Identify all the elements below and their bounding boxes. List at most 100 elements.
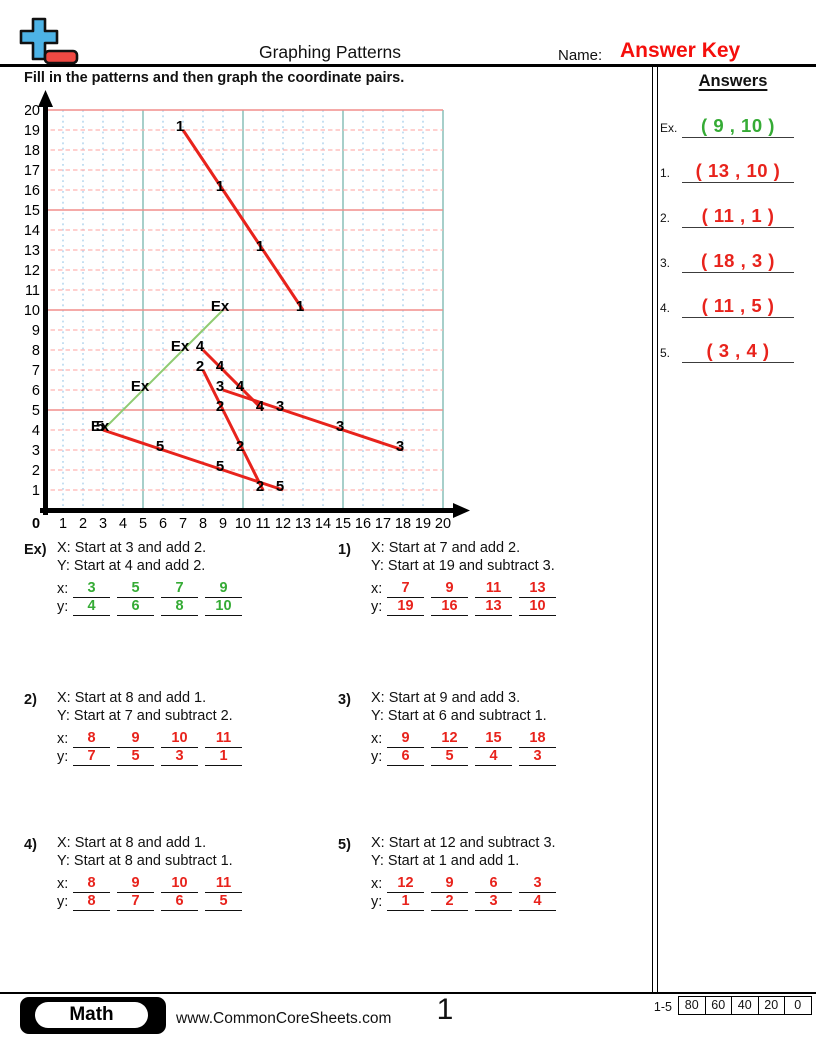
problem-y-value: 13 [475,598,512,616]
x-tick-label: 3 [99,516,107,532]
problem-x-value: 9 [117,730,154,748]
problem-body: X: Start at 12 and subtract 3. Y: Start a… [371,835,643,911]
problem-rule-x: X: Start at 7 and add 2. [371,540,521,556]
answer-item: 2. ( 11 , 1 ) [658,190,816,228]
answer-item: 3. ( 18 , 3 ) [658,235,816,273]
problem-x-value: 8 [73,875,110,893]
series-line-5 [102,428,284,492]
answer-value: ( 9 , 10 ) [701,115,775,136]
x-axis-arrow [453,503,470,518]
score-cell: 80 [684,998,699,1012]
y-tick-label: 16 [25,183,40,199]
problem-y-label: y: [57,599,69,615]
problem-x-value: 11 [475,580,512,598]
x-tick-label: 15 [335,516,351,532]
problem-rule-x: X: Start at 9 and add 3. [371,690,521,706]
problem-y-label: y: [371,894,383,910]
x-tick-label: 18 [395,516,411,532]
problem-rule-x: X: Start at 3 and add 2. [57,540,207,556]
answer-key-text: Answer Key [620,39,741,62]
problem-rule-y: Y: Start at 4 and add 2. [57,557,206,574]
problem-x-value: 6 [475,875,512,893]
problem-y-label: y: [371,749,383,765]
problem-x-label: x: [57,581,69,597]
problem-y-value: 3 [519,748,556,766]
problem-x-row: x: 8 9 10 11 [57,875,329,893]
point-label-5: 5 [156,438,164,455]
problem-y-value: 19 [387,598,424,616]
score-cell: 0 [784,997,811,1014]
problems-grid: Ex) X: Start at 3 and add 2. Y: Start at 4… [24,540,649,990]
problem-y-value: 5 [117,748,154,766]
x-tick-label: 14 [315,516,331,532]
problem-rule-y: Y: Start at 7 and subtract 2. [57,707,233,724]
score-range-label: 1-5 [653,1000,672,1014]
answers-panel: Answers Ex. ( 9 , 10 ) 1. ( 13 , 10 ) 2. ( 11… [658,66,816,426]
point-label-Ex: Ex [91,418,110,435]
problem-y-label: y: [57,749,69,765]
y-tick-label: 10 [25,303,40,319]
x-tick-label: 9 [219,516,227,532]
plus-minus-icon [19,17,79,65]
point-label-4: 4 [196,338,205,355]
answer-item: 5. ( 3 , 4 ) [658,325,816,363]
subject-badge: Math [20,997,166,1034]
problem-y-row: y: 6 5 4 3 [371,748,643,766]
point-label-1: 1 [256,238,264,255]
score-cell: 20 [757,997,785,1014]
point-label-1: 1 [176,118,184,135]
page-number: 1 [436,993,454,1026]
subject-label: Math [35,1002,148,1028]
point-label-Ex: Ex [131,378,150,395]
answer-item-label: 4. [660,301,671,315]
answer-value: ( 13 , 10 ) [695,160,781,181]
problem-y-row: y: 4 6 8 10 [57,598,329,616]
answer-item-label: 5. [660,346,671,360]
problem-y-value: 4 [475,748,512,766]
point-label-1: 1 [296,298,304,315]
problem-x-value: 9 [205,580,242,598]
problem-body: X: Start at 8 and add 1. Y: Start at 7 an… [57,690,329,766]
problem-number: Ex) [24,542,47,558]
answer-blank-line [682,137,794,138]
x-tick-label: 12 [275,516,291,532]
problem-x-value: 8 [73,730,110,748]
y-tick-label: 9 [32,323,40,339]
answer-blank-line [682,272,794,273]
point-label-4: 4 [256,398,265,415]
answer-item-label: Ex. [660,121,678,135]
problem-y-value: 6 [117,598,154,616]
problem-y-value: 3 [161,748,198,766]
problem-body: X: Start at 3 and add 2. Y: Start at 4 an… [57,540,329,616]
point-label-Ex: Ex [211,298,230,315]
problem-x-row: x: 3 5 7 9 [57,580,329,598]
problem-rule-y: Y: Start at 6 and subtract 1. [371,707,547,724]
x-tick-label: 5 [139,516,147,532]
answers-title: Answers [698,72,768,90]
problem-number: 5) [338,837,351,853]
problem-y-value: 10 [205,598,242,616]
y-tick-label: 12 [25,263,40,279]
problem-x-row: x: 7 9 11 13 [371,580,643,598]
problem-block: 2) X: Start at 8 and add 1. Y: Start at 7 … [24,690,329,766]
problem-number: 1) [338,542,351,558]
problem-y-value: 16 [431,598,468,616]
problem-rule-y: Y: Start at 1 and add 1. [371,852,520,869]
x-tick-label: 7 [179,516,187,532]
y-tick-label: 14 [25,223,40,239]
x-tick-label: 19 [415,516,431,532]
problem-x-value: 10 [161,875,198,893]
problem-y-value: 2 [431,893,468,911]
problem-x-value: 12 [387,875,424,893]
problem-y-value: 7 [73,748,110,766]
problem-x-row: x: 8 9 10 11 [57,730,329,748]
series-line-Ex [102,309,224,431]
answer-value: ( 11 , 1 ) [701,205,775,226]
x-tick-label: 20 [435,516,451,532]
point-label-4: 4 [236,378,245,395]
y-tick-label: 8 [32,343,40,359]
problem-rule-x: X: Start at 8 and add 1. [57,690,207,706]
website-text: www.CommonCoreSheets.com [176,1010,392,1027]
problem-x-value: 3 [73,580,110,598]
problem-x-value: 5 [117,580,154,598]
